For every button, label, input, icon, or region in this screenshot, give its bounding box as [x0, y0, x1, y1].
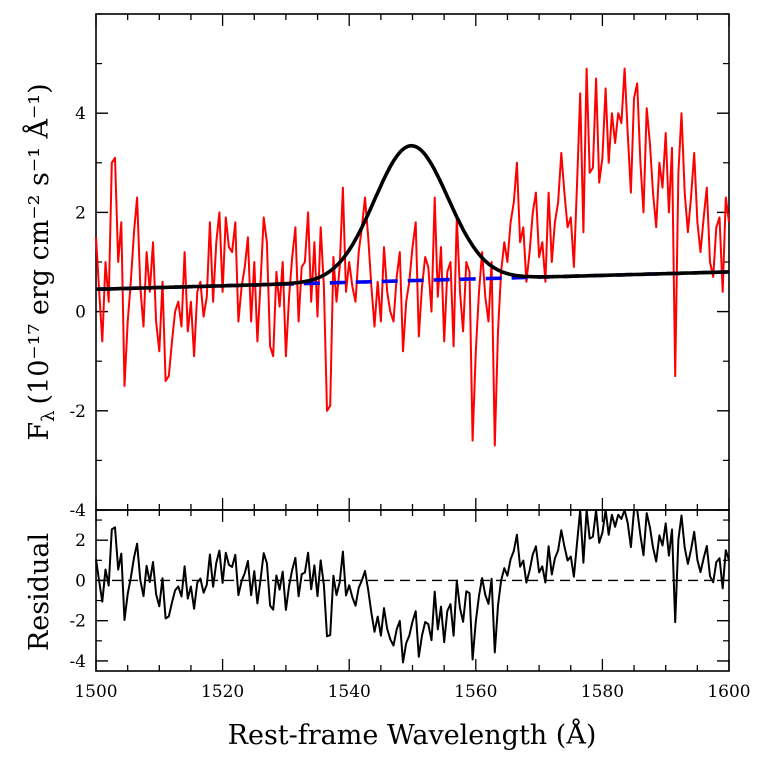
observed-flux-line	[95, 67, 730, 447]
y-label-lambda: λ	[38, 410, 59, 421]
y-label-f: F	[24, 422, 55, 441]
spectrum-y-tick-label: -4	[69, 501, 86, 521]
spectrum-panel: -4 -2 0 2 4 Fλ (10⁻¹⁷ erg cm⁻² s⁻¹ Å⁻¹)	[22, 13, 730, 521]
spectrum-panel-frame	[95, 13, 730, 511]
residual-y-tick-label: 2	[75, 531, 86, 551]
spectrum-y-ticks: -4 -2 0 2 4	[69, 13, 729, 521]
x-axis-label: Rest-frame Wavelength (Å)	[228, 718, 597, 751]
residual-y-tick-label: 0	[75, 571, 86, 591]
residual-panel: -4 -2 0 2 1500 1520 1540 1560 1580 1600 Residual…	[24, 509, 751, 751]
spectrum-y-tick-label: -2	[69, 402, 86, 422]
x-tick-label: 1560	[454, 682, 497, 702]
x-tick-label: 1540	[328, 682, 371, 702]
residual-line	[95, 509, 730, 664]
residual-x-ticks: 1500 1520 1540 1560 1580 1600	[74, 510, 751, 702]
x-tick-label: 1520	[201, 682, 244, 702]
spectrum-y-tick-label: 2	[75, 203, 86, 223]
spectrum-plot-area	[95, 67, 730, 447]
residual-y-tick-label: -4	[69, 652, 86, 672]
y-label-units: (10⁻¹⁷ erg cm⁻² s⁻¹ Å⁻¹)	[22, 83, 55, 404]
x-tick-label: 1600	[707, 682, 750, 702]
spectrum-x-ticks	[95, 14, 730, 510]
x-tick-label: 1500	[74, 682, 117, 702]
gaussian-fit-line	[95, 143, 730, 292]
residual-y-tick-label: -2	[69, 612, 86, 632]
spectrum-y-tick-label: 0	[75, 303, 86, 323]
spectrum-y-tick-label: 4	[75, 104, 86, 124]
residual-y-axis-label: Residual	[24, 533, 55, 651]
spectrum-y-axis-label: Fλ (10⁻¹⁷ erg cm⁻² s⁻¹ Å⁻¹)	[22, 83, 59, 440]
x-tick-label: 1580	[581, 682, 624, 702]
